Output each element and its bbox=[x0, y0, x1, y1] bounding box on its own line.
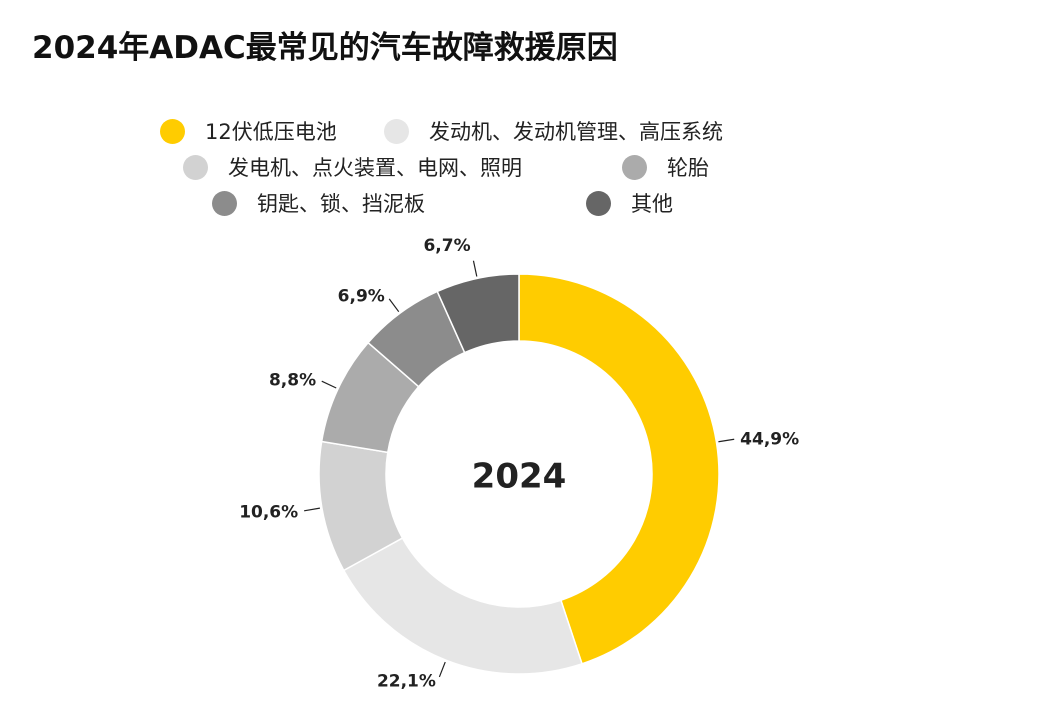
leader-line-tires bbox=[321, 380, 337, 389]
slice-other bbox=[436, 273, 520, 354]
legend-swatch-generator bbox=[183, 154, 208, 180]
leader-line-battery bbox=[718, 438, 735, 443]
legend-swatch-tires bbox=[622, 154, 647, 180]
slice-engine bbox=[342, 537, 583, 675]
data-label-generator: 10,6% bbox=[239, 502, 298, 522]
leader-line-generator bbox=[304, 507, 321, 512]
legend-swatch-other bbox=[586, 190, 611, 216]
legend-item-engine: 发动机、发动机管理、高压系统 bbox=[384, 116, 723, 146]
chart-title: 2024年ADAC最常见的汽车故障救援原因 bbox=[32, 30, 618, 66]
data-label-battery: 44,9% bbox=[740, 430, 799, 450]
leader-line-other bbox=[472, 260, 478, 277]
legend-item-battery: 12伏低压电池 bbox=[160, 116, 337, 146]
legend-swatch-keys bbox=[212, 190, 237, 216]
chart-center-year: 2024 bbox=[472, 457, 567, 497]
legend-item-tires: 轮胎 bbox=[622, 152, 709, 182]
legend-item-keys: 钥匙、锁、挡泥板 bbox=[212, 188, 425, 218]
legend-label-engine: 发动机、发动机管理、高压系统 bbox=[429, 120, 723, 144]
data-label-keys: 6,9% bbox=[338, 287, 385, 307]
legend-label-keys: 钥匙、锁、挡泥板 bbox=[257, 192, 425, 216]
legend-swatch-engine bbox=[384, 118, 409, 144]
legend-item-other: 其他 bbox=[586, 188, 673, 218]
leader-line-keys bbox=[388, 298, 400, 313]
slice-battery bbox=[518, 273, 720, 665]
legend-item-generator: 发电机、点火装置、电网、照明 bbox=[183, 152, 522, 182]
legend-label-generator: 发电机、点火装置、电网、照明 bbox=[228, 156, 522, 180]
data-label-engine: 22,1% bbox=[377, 672, 436, 692]
legend-swatch-battery bbox=[160, 118, 185, 144]
legend-label-other: 其他 bbox=[631, 192, 673, 216]
legend-label-battery: 12伏低压电池 bbox=[205, 120, 337, 144]
data-label-other: 6,7% bbox=[423, 236, 470, 256]
data-label-tires: 8,8% bbox=[269, 370, 316, 390]
legend-label-tires: 轮胎 bbox=[667, 156, 709, 180]
leader-line-engine bbox=[438, 661, 446, 678]
